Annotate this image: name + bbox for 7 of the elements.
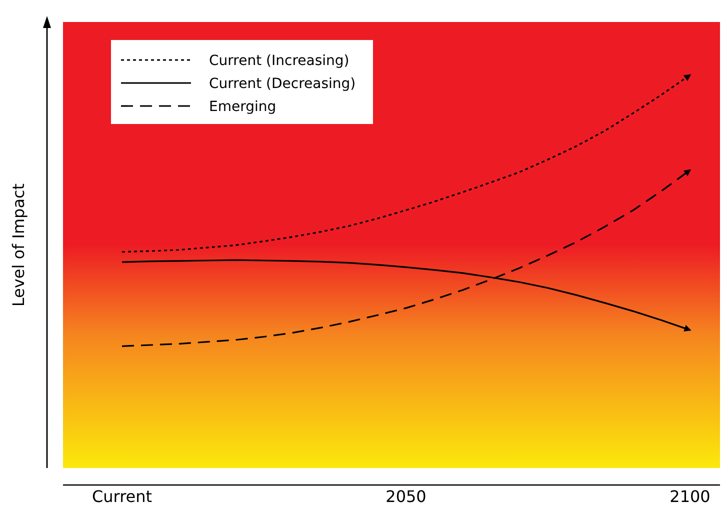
x-tick-label: 2050 [386, 487, 426, 505]
legend-label: Current (Increasing) [209, 53, 350, 69]
y-axis-title: Level of Impact [9, 183, 28, 307]
legend-label: Emerging [209, 99, 276, 115]
legend-label: Current (Decreasing) [209, 76, 356, 92]
x-tick-label: 2100 [670, 487, 710, 505]
x-tick-label: Current [92, 487, 152, 505]
